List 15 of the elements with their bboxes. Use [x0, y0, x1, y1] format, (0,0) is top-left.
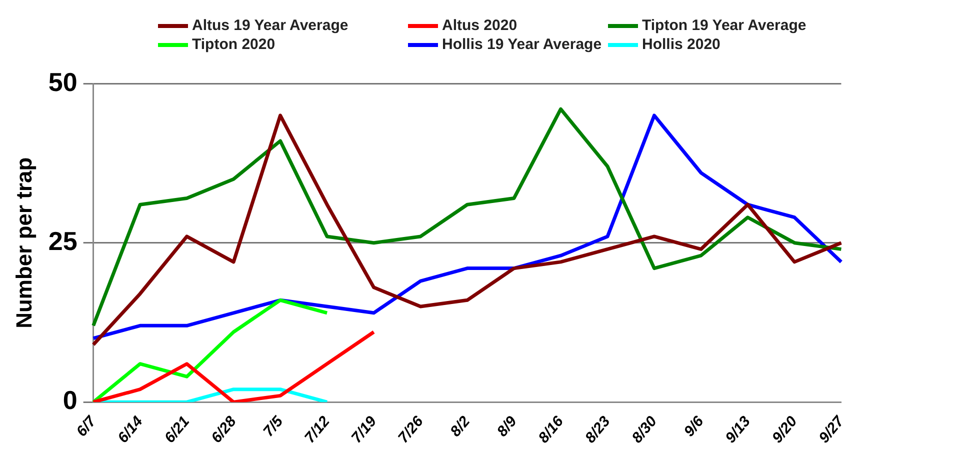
legend-label: Tipton 2020: [192, 36, 276, 53]
x-tick-label: 8/2: [447, 412, 474, 440]
y-tick-label: 50: [48, 66, 78, 97]
x-tick-label: 8/9: [494, 412, 521, 440]
legend-label: Tipton 19 Year Average: [642, 17, 806, 34]
x-tick-label: 9/6: [680, 412, 708, 440]
legend-label: Hollis 19 Year Average: [442, 36, 602, 53]
x-tick-label: 7/5: [260, 412, 287, 440]
legend-label: Hollis 2020: [642, 36, 720, 53]
legend-label: Altus 19 Year Average: [192, 17, 348, 34]
y-axis-title: Number per trap: [11, 157, 36, 328]
y-tick-label: 0: [62, 385, 78, 416]
legend-label: Altus 2020: [442, 17, 518, 34]
x-tick-label: 6/7: [73, 412, 100, 440]
y-tick-label: 25: [48, 226, 78, 256]
